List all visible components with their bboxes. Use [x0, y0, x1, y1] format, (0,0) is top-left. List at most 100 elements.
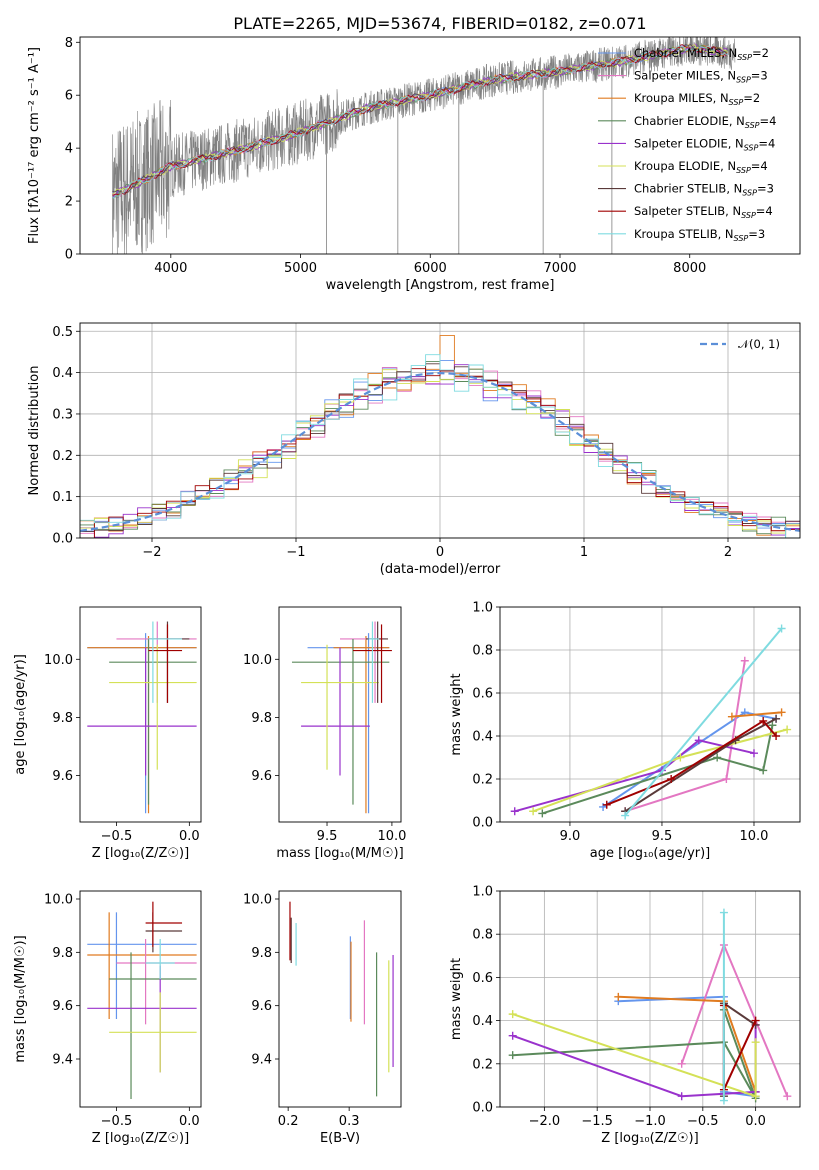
mass_vs_Z-ytick-label: 9.8	[52, 946, 73, 961]
mass_vs_Z-ytick-label: 9.4	[52, 1053, 73, 1068]
gaussian-legend-label: 𝒩(0, 1)	[738, 337, 780, 351]
weight-series-line	[624, 627, 783, 817]
legend-subscript: SSP	[737, 53, 752, 62]
weight_vs_Z-ytick-label: 1.0	[472, 885, 493, 900]
weight-point-marker	[719, 908, 728, 917]
weight-point-marker	[676, 753, 685, 762]
model-fit-line	[112, 45, 728, 199]
residuals-ylabel: Normed distribution	[27, 366, 42, 496]
spectrum-xtick-label: 6000	[414, 261, 447, 276]
model-fit-line	[112, 43, 728, 196]
weight_vs_age-ytick-label: 0.4	[472, 730, 493, 745]
mass_vs_Z-ylabel: mass [log₁₀(M/M☉)]	[13, 935, 28, 1062]
mass_vs_ebv-ytick-label: 9.4	[251, 1053, 272, 1068]
weight-point-marker	[772, 714, 781, 723]
weight_vs_age-ytick-label: 0.8	[472, 644, 493, 659]
mass_vs_Z-ytick-label: 10.0	[44, 893, 73, 908]
mass_vs_ebv-ytick-label: 9.8	[251, 946, 272, 961]
spectrum-xtick-label: 8000	[673, 261, 706, 276]
legend-subscript: SSP	[734, 234, 749, 243]
weight_vs_age-ylabel: mass weight	[449, 673, 464, 755]
weight-point-marker	[508, 1010, 517, 1019]
weight-point-marker	[777, 708, 786, 717]
residuals-xtick-label: 0	[436, 545, 444, 560]
age_vs_Z-xlabel: Z [log₁₀(Z/Z☉)]	[92, 846, 189, 861]
weight-point-marker	[768, 721, 777, 730]
residuals-panel: −2 −1 0 1 2 0.0 0.1 0.2 0.3 0.4 0.5 (data-model)/er…	[27, 322, 801, 577]
mass_vs_Z-ytick-label: 9.6	[52, 999, 73, 1014]
weight-point-marker	[759, 716, 768, 725]
weight-point-marker	[749, 749, 758, 758]
legend-nssp: =3	[748, 227, 765, 241]
residuals-ytick-label: 0.2	[52, 449, 73, 464]
legend-entry: Salpeter ELODIE, NSSP=4	[634, 136, 775, 152]
residuals-frame	[79, 322, 801, 539]
legend-nssp: =4	[758, 136, 775, 150]
spectrum-ytick-label: 6	[65, 89, 73, 104]
weight_vs_age-panel: 9.0 9.5 10.0 0.0 0.2 0.4 0.6 0.8 1.0 age [log₁₀(a…	[449, 601, 801, 861]
legend-label: Salpeter STELIB, N	[634, 204, 741, 218]
weight_vs_age-ytick-label: 1.0	[472, 601, 493, 616]
weight-point-marker	[772, 732, 781, 740]
legend-nssp: =3	[757, 182, 774, 196]
weight_vs_Z-xtick-label: 0.0	[745, 1114, 766, 1129]
legend-nssp: =2	[743, 91, 760, 105]
weight_vs_Z-panel: −2.0 −1.5 −1.0 −0.5 0.0 0.0 0.2 0.4 0.6 0.8 1.0 Z […	[449, 885, 801, 1146]
legend-label: Chabrier ELODIE, N	[634, 114, 745, 128]
weight_vs_Z-xlabel: Z [log₁₀(Z/Z☉)]	[601, 1131, 698, 1146]
figure-title: PLATE=2265, MJD=53674, FIBERID=0182, z=0…	[233, 14, 646, 33]
gaussian-reference-curve	[80, 371, 800, 532]
legend-entry: Chabrier STELIB, NSSP=3	[634, 182, 774, 198]
age_vs_Z-xtick-label: 0.0	[179, 829, 200, 844]
legend-label: Chabrier MILES, N	[634, 46, 737, 60]
age_vs_mass-frame	[278, 606, 402, 823]
mass_vs_Z-plot-area	[87, 901, 197, 1099]
age_vs_Z-panel: −0.5 0.0 9.6 9.8 10.0 Z [log₁₀(Z/Z☉)] age [log…	[13, 606, 202, 861]
weight_vs_age-ytick-label: 0.2	[472, 773, 493, 788]
weight-point-marker	[751, 1038, 760, 1047]
weight-point-marker	[740, 656, 749, 665]
weight-point-marker	[508, 1051, 517, 1060]
residuals-xtick-label: −1	[286, 545, 305, 560]
spectrum-ytick-label: 2	[65, 195, 73, 210]
age_vs_Z-ytick-label: 10.0	[44, 653, 73, 668]
residuals-ytick-label: 0.0	[52, 532, 73, 547]
weight-point-marker	[777, 624, 786, 633]
age_vs_mass-xlabel: mass [log₁₀(M/M☉)]	[276, 846, 403, 861]
age_vs_mass-xtick-label: 10.0	[377, 829, 406, 844]
legend-subscript: SSP	[741, 211, 756, 220]
weight_vs_Z-ytick-label: 0.6	[472, 971, 493, 986]
weight-point-marker	[508, 1031, 517, 1040]
legend-entry: Kroupa ELODIE, NSSP=4	[634, 159, 768, 175]
weight_vs_Z-frame	[499, 890, 801, 1108]
weight-point-marker	[751, 1092, 760, 1101]
residuals-xlabel: (data-model)/error	[380, 562, 501, 577]
weight-point-marker	[510, 807, 519, 816]
weight-point-marker	[538, 809, 547, 818]
legend-label: Salpeter MILES, N	[634, 69, 736, 83]
mass_vs_ebv-xtick-label: 0.3	[339, 1114, 360, 1129]
weight_vs_Z-ytick-label: 0.2	[472, 1057, 493, 1072]
legend-entry: Chabrier ELODIE, NSSP=4	[634, 114, 776, 130]
age_vs_mass-xtick-label: 9.5	[317, 829, 338, 844]
age_vs_mass-ytick-label: 9.6	[251, 769, 272, 784]
weight_vs_Z-xtick-label: −2.0	[529, 1114, 561, 1129]
legend-label: Kroupa STELIB, N	[634, 227, 734, 241]
weight_vs_Z-plot-area	[500, 891, 800, 1107]
weight_vs_age-ytick-label: 0.0	[472, 816, 493, 831]
weight-point-marker	[677, 1092, 686, 1101]
legend-label: Chabrier STELIB, N	[634, 182, 742, 196]
weight_vs_Z-xtick-label: −1.0	[634, 1114, 666, 1129]
weight_vs_age-xlabel: age [log₁₀(age/yr)]	[590, 846, 711, 861]
weight-point-marker	[694, 736, 703, 745]
legend-nssp: =3	[751, 69, 768, 83]
spectrum-panel: 4000 5000 6000 7000 8000 0 2 4 6 8 wavelength [Ang…	[27, 36, 801, 293]
weight-point-marker	[783, 725, 792, 734]
legend-nssp: =4	[756, 204, 773, 218]
age_vs_Z-plot-area	[87, 621, 197, 814]
residual-histogram	[80, 354, 800, 538]
residuals-ytick-label: 0.1	[52, 490, 73, 505]
mass_vs_Z-frame	[79, 890, 202, 1108]
age_vs_Z-frame	[79, 606, 202, 823]
